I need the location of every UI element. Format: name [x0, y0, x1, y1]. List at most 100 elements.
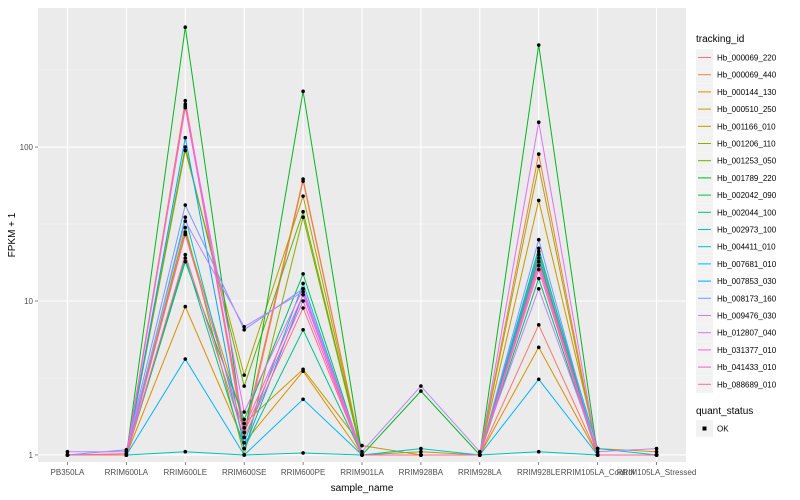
data-point	[124, 449, 129, 454]
legend-label: Hb_001206_110	[717, 140, 776, 149]
x-tick-label: RRIM600SE	[222, 468, 266, 477]
legend-label: Hb_009476_030	[717, 312, 777, 321]
data-point	[536, 256, 541, 260]
data-point	[419, 384, 423, 388]
data-point	[536, 198, 541, 203]
data-point	[242, 384, 246, 388]
legend-label: Hb_004411_010	[717, 243, 776, 252]
data-point	[65, 449, 70, 454]
legend-label: Hb_041433_010	[717, 363, 777, 372]
data-point	[242, 453, 246, 457]
data-point	[360, 453, 364, 457]
data-point	[536, 345, 541, 350]
legend-label: Hb_007681_010	[717, 260, 777, 269]
data-point	[595, 446, 600, 451]
legend-label: Hb_088689_010	[717, 380, 777, 389]
data-point	[301, 289, 305, 294]
data-point	[183, 148, 188, 153]
data-point	[536, 237, 541, 242]
legend-label: Hb_000069_220	[717, 54, 777, 63]
data-point	[654, 453, 659, 457]
data-point	[301, 177, 305, 181]
data-point	[595, 449, 600, 454]
data-point	[301, 451, 305, 455]
data-point	[183, 145, 188, 149]
data-point	[183, 357, 188, 361]
data-point	[536, 164, 541, 169]
x-tick-label: RRIM600LA	[105, 468, 149, 477]
x-tick-label: RRIM600LE	[163, 468, 207, 477]
y-axis-title: FPKM + 1	[7, 212, 18, 257]
data-point	[242, 328, 246, 332]
data-point	[301, 397, 305, 402]
data-point	[536, 449, 541, 454]
data-point	[536, 276, 541, 281]
data-point	[242, 421, 246, 426]
data-point	[183, 98, 188, 103]
data-point	[595, 453, 600, 457]
legend-label: Hb_001253_050	[717, 157, 777, 166]
quant-legend-title: quant_status	[696, 406, 753, 417]
series-points	[65, 25, 659, 457]
x-axis-title: sample_name	[331, 483, 394, 494]
legend-label: Hb_007853_030	[717, 277, 777, 286]
legend-title: tracking_id	[696, 34, 744, 45]
data-point	[183, 105, 188, 110]
data-point	[654, 446, 659, 451]
data-point	[536, 43, 541, 47]
data-point	[536, 249, 541, 254]
legend-label: Hb_008173_160	[717, 294, 777, 303]
data-point	[301, 367, 305, 372]
x-tick-label: RRIM901LA	[340, 468, 384, 477]
y-axis-ticks: 1 10 100	[20, 143, 38, 460]
x-tick-label: RRIM105LA_Control	[561, 468, 635, 477]
data-point	[301, 306, 305, 310]
legend-label: Hb_031377_010	[717, 346, 777, 355]
data-point	[301, 272, 305, 276]
data-point	[242, 435, 246, 440]
data-point	[536, 152, 541, 156]
data-point	[419, 389, 423, 393]
data-point	[419, 446, 423, 451]
legend-label: Hb_002042_090	[717, 191, 777, 200]
data-point	[301, 287, 305, 291]
legend-label: Hb_001789_220	[717, 174, 777, 183]
data-point	[242, 373, 246, 377]
data-point	[242, 410, 246, 414]
data-point	[301, 215, 305, 220]
data-point	[242, 417, 246, 422]
data-point	[419, 453, 423, 457]
legend-label: Hb_000510_250	[717, 105, 777, 114]
x-tick-label: RRIM600PE	[281, 468, 325, 477]
data-point	[183, 215, 188, 220]
data-point	[360, 443, 364, 448]
legend-label: Hb_002973_100	[717, 226, 777, 235]
data-point	[360, 449, 364, 454]
quant-legend-label: OK	[717, 425, 729, 434]
data-point	[654, 449, 659, 454]
data-point	[419, 449, 423, 454]
data-point	[301, 328, 305, 332]
y-tick-label: 100	[20, 143, 34, 152]
data-point	[242, 426, 246, 430]
data-point	[301, 209, 305, 214]
x-tick-label: RRIM105LA_Stressed	[617, 468, 697, 477]
data-point	[183, 135, 188, 140]
legend-label: Hb_012807_040	[717, 329, 777, 338]
data-point	[65, 453, 70, 457]
legend-label: Hb_002044_100	[717, 208, 777, 217]
data-point	[183, 219, 188, 223]
x-tick-label: RRIM928LE	[517, 468, 561, 477]
data-point	[242, 430, 246, 435]
legend-label: Hb_000144_130	[717, 88, 777, 97]
data-point	[301, 292, 305, 297]
data-point	[536, 267, 541, 272]
x-tick-label: RRIM928LA	[458, 468, 502, 477]
data-point	[301, 281, 305, 286]
data-point	[242, 440, 246, 445]
x-tick-label: RRIM928BA	[399, 468, 444, 477]
y-tick-label: 10	[24, 297, 33, 306]
data-point	[536, 287, 541, 291]
data-point	[183, 304, 188, 309]
